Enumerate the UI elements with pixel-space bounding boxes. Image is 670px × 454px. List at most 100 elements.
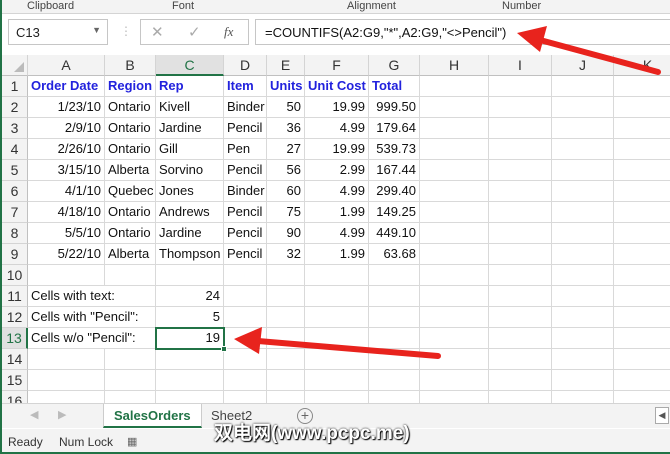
cell-d8[interactable]: Pencil [224, 223, 267, 244]
cell-b15[interactable] [105, 370, 156, 391]
cell-g10[interactable] [369, 265, 420, 286]
cell-g13[interactable] [369, 328, 420, 349]
cell-h8[interactable] [420, 223, 489, 244]
cell-h4[interactable] [420, 139, 489, 160]
cell-j16[interactable] [552, 391, 614, 405]
cell-f5[interactable]: 2.99 [305, 160, 369, 181]
cell-h3[interactable] [420, 118, 489, 139]
cell-h11[interactable] [420, 286, 489, 307]
cell-d10[interactable] [224, 265, 267, 286]
cell-i14[interactable] [489, 349, 552, 370]
cell-a1[interactable]: Order Date [28, 76, 105, 97]
cell-k2[interactable] [614, 97, 670, 118]
cell-d14[interactable] [224, 349, 267, 370]
column-header-d[interactable]: D [224, 55, 267, 76]
cell-d7[interactable]: Pencil [224, 202, 267, 223]
cell-i12[interactable] [489, 307, 552, 328]
cell-k10[interactable] [614, 265, 670, 286]
cell-k14[interactable] [614, 349, 670, 370]
insert-function-icon[interactable]: fx [224, 24, 234, 39]
cell-b11[interactable] [105, 286, 156, 307]
cell-b10[interactable] [105, 265, 156, 286]
cell-k12[interactable] [614, 307, 670, 328]
column-header-j[interactable]: J [552, 55, 614, 76]
row-header-8[interactable]: 8 [2, 223, 28, 244]
cell-c3[interactable]: Jardine [156, 118, 224, 139]
column-header-k[interactable]: K [614, 55, 670, 76]
cell-g11[interactable] [369, 286, 420, 307]
cell-h12[interactable] [420, 307, 489, 328]
cell-f3[interactable]: 4.99 [305, 118, 369, 139]
select-all-corner[interactable] [2, 55, 28, 76]
cell-f4[interactable]: 19.99 [305, 139, 369, 160]
cell-i7[interactable] [489, 202, 552, 223]
cell-k13[interactable] [614, 328, 670, 349]
column-header-a[interactable]: A [28, 55, 105, 76]
cell-i1[interactable] [489, 76, 552, 97]
column-header-g[interactable]: G [369, 55, 420, 76]
tab-salesorders[interactable]: SalesOrders [103, 404, 202, 428]
row-header-12[interactable]: 12 [2, 307, 28, 328]
cell-c10[interactable] [156, 265, 224, 286]
cell-i6[interactable] [489, 181, 552, 202]
cell-b14[interactable] [105, 349, 156, 370]
cell-d13[interactable] [224, 328, 267, 349]
cell-f16[interactable] [305, 391, 369, 405]
row-header-4[interactable]: 4 [2, 139, 28, 160]
prev-sheet-icon[interactable]: ◀ [30, 409, 39, 421]
cell-c8[interactable]: Jardine [156, 223, 224, 244]
cell-k3[interactable] [614, 118, 670, 139]
cell-e15[interactable] [267, 370, 305, 391]
cell-e14[interactable] [267, 349, 305, 370]
cell-e6[interactable]: 60 [267, 181, 305, 202]
enter-icon[interactable]: ✓ [188, 24, 201, 41]
cell-a9[interactable]: 5/22/10 [28, 244, 105, 265]
cell-h9[interactable] [420, 244, 489, 265]
tab-sheet2[interactable]: Sheet2 [211, 408, 253, 423]
cell-e3[interactable]: 36 [267, 118, 305, 139]
cell-i8[interactable] [489, 223, 552, 244]
cell-d15[interactable] [224, 370, 267, 391]
cell-k5[interactable] [614, 160, 670, 181]
cell-i15[interactable] [489, 370, 552, 391]
cell-j15[interactable] [552, 370, 614, 391]
cell-k4[interactable] [614, 139, 670, 160]
cell-j2[interactable] [552, 97, 614, 118]
chevron-down-icon[interactable]: ▼ [92, 25, 101, 35]
cell-e5[interactable]: 56 [267, 160, 305, 181]
cell-d1[interactable]: Item [224, 76, 267, 97]
cell-f7[interactable]: 1.99 [305, 202, 369, 223]
cell-k6[interactable] [614, 181, 670, 202]
cell-c7[interactable]: Andrews [156, 202, 224, 223]
cell-c13[interactable]: 19 [156, 328, 224, 349]
cell-j8[interactable] [552, 223, 614, 244]
cell-j9[interactable] [552, 244, 614, 265]
cell-e4[interactable]: 27 [267, 139, 305, 160]
cell-c9[interactable]: Thompson [156, 244, 224, 265]
cell-e8[interactable]: 90 [267, 223, 305, 244]
cell-d9[interactable]: Pencil [224, 244, 267, 265]
cell-k9[interactable] [614, 244, 670, 265]
name-box[interactable]: C13 ▼ [8, 19, 108, 45]
cell-i2[interactable] [489, 97, 552, 118]
cell-a15[interactable] [28, 370, 105, 391]
cell-c14[interactable] [156, 349, 224, 370]
cell-i5[interactable] [489, 160, 552, 181]
row-header-11[interactable]: 11 [2, 286, 28, 307]
cell-e13[interactable] [267, 328, 305, 349]
cell-b2[interactable]: Ontario [105, 97, 156, 118]
cell-a10[interactable] [28, 265, 105, 286]
cell-g6[interactable]: 299.40 [369, 181, 420, 202]
cell-j14[interactable] [552, 349, 614, 370]
row-header-3[interactable]: 3 [2, 118, 28, 139]
cell-c6[interactable]: Jones [156, 181, 224, 202]
cell-a6[interactable]: 4/1/10 [28, 181, 105, 202]
cell-c5[interactable]: Sorvino [156, 160, 224, 181]
cell-g1[interactable]: Total [369, 76, 420, 97]
cell-b12[interactable] [105, 307, 156, 328]
cell-c1[interactable]: Rep [156, 76, 224, 97]
cell-a8[interactable]: 5/5/10 [28, 223, 105, 244]
cell-i4[interactable] [489, 139, 552, 160]
cell-d3[interactable]: Pencil [224, 118, 267, 139]
cell-a4[interactable]: 2/26/10 [28, 139, 105, 160]
